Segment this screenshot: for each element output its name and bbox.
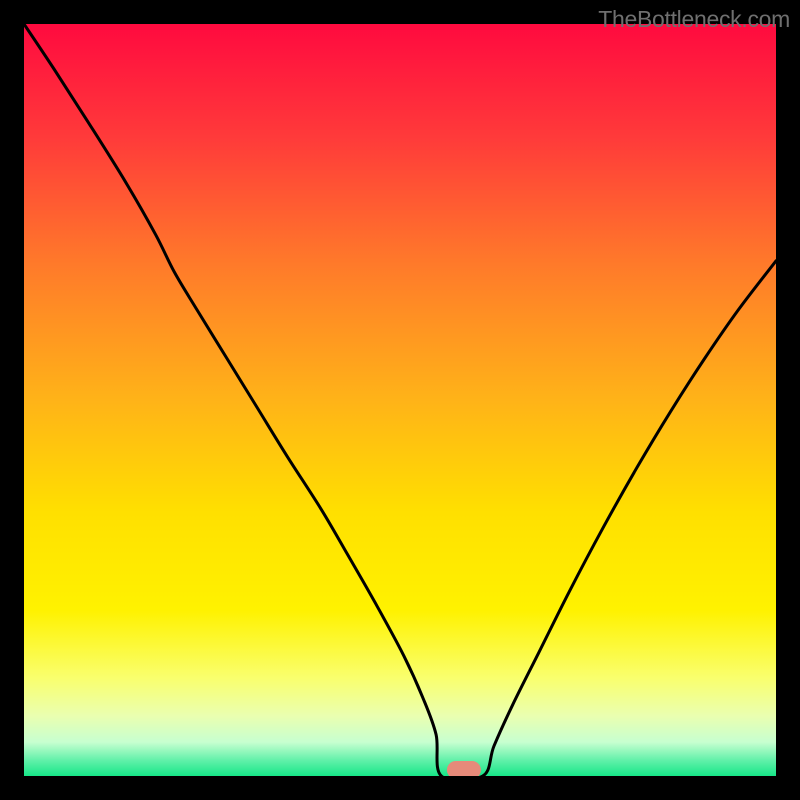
plot-background [24,24,776,776]
watermark-text: TheBottleneck.com [598,6,790,33]
bottleneck-curve-chart [0,0,800,800]
chart-container: { "watermark": { "text": "TheBottleneck.… [0,0,800,800]
